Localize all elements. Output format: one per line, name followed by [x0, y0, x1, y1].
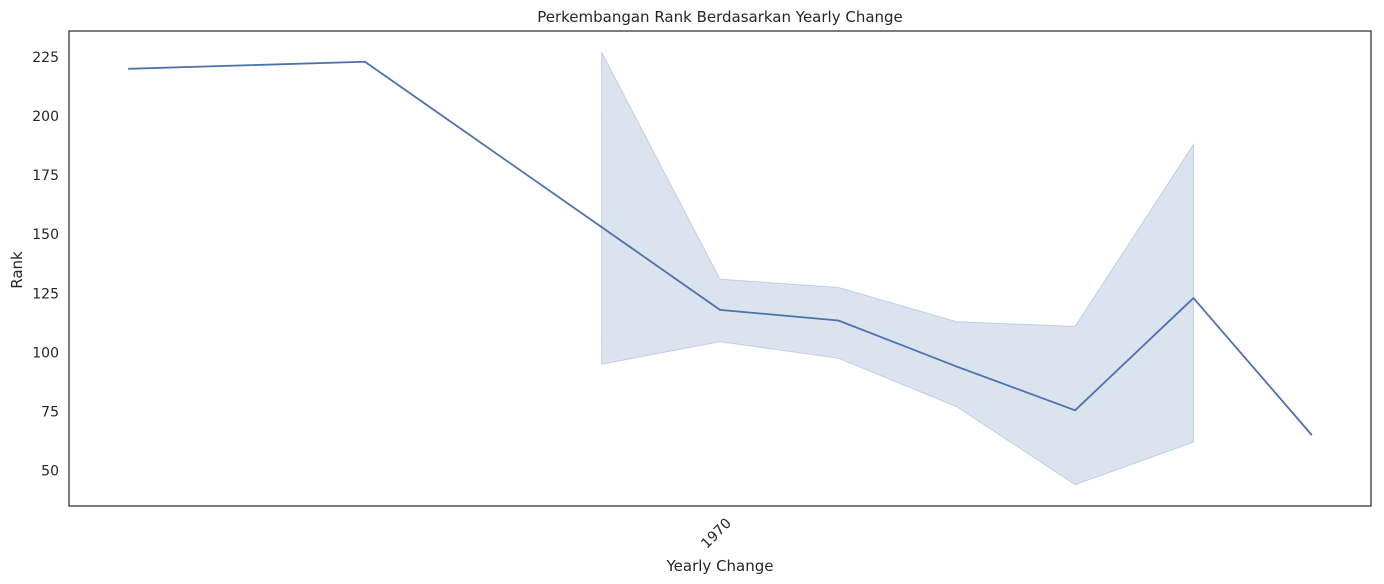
y-tick-label: 175 [32, 168, 59, 184]
confidence-band [601, 52, 1194, 486]
plot-area [128, 52, 1313, 486]
plot-frame [68, 30, 1372, 507]
x-axis: 1970 [698, 516, 735, 553]
y-tick-label: 50 [41, 464, 59, 480]
y-tick-label: 150 [32, 227, 59, 243]
y-tick-label: 125 [32, 286, 59, 302]
chart-title: Perkembangan Rank Berdasarkan Yearly Cha… [537, 8, 903, 26]
y-axis-label: Rank [8, 251, 26, 289]
x-axis-label: Yearly Change [666, 557, 774, 575]
y-tick-label: 225 [32, 50, 59, 66]
x-tick-label: 1970 [698, 516, 735, 553]
y-tick-label: 200 [32, 109, 59, 125]
y-axis: 50 75 100 125 150 175 200 225 [32, 50, 59, 480]
y-tick-label: 100 [32, 345, 59, 361]
y-tick-label: 75 [41, 404, 59, 420]
